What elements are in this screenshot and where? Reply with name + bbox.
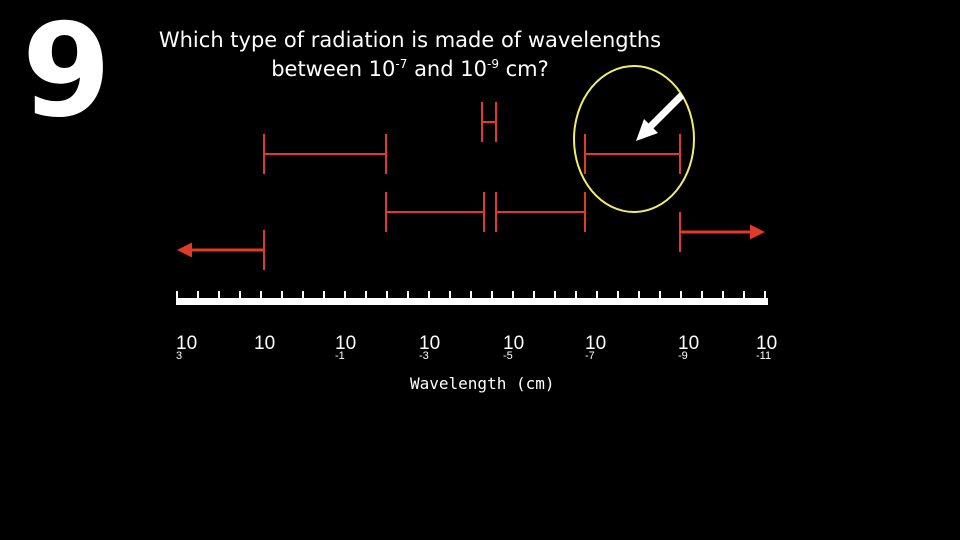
question-line-1: Which type of radiation is made of wavel… xyxy=(158,28,662,52)
question-prefix: between 10 xyxy=(271,57,396,81)
wavelength-axis xyxy=(176,291,768,305)
tick-label-exponent: -9 xyxy=(678,350,688,362)
tick-label-base: 10 xyxy=(176,333,198,354)
highlight-circle xyxy=(573,65,695,213)
range-bar-2 xyxy=(385,192,485,232)
tick-label-base: 10 xyxy=(503,333,525,354)
tick-label-exponent: -5 xyxy=(503,350,513,362)
tick-label-base: 10 xyxy=(756,333,778,354)
tick-label-exponent: -11 xyxy=(756,350,772,362)
question-suffix: cm? xyxy=(498,57,549,81)
question-exponent-1: -7 xyxy=(395,57,408,71)
range-bar-5 xyxy=(584,134,681,174)
tick-label-exponent: -7 xyxy=(585,350,595,362)
range-bar-left-open xyxy=(177,230,265,270)
question-exponent-2: -9 xyxy=(486,57,499,71)
tick-label-base: 10 xyxy=(678,333,700,354)
slide-number: 9 xyxy=(22,0,112,146)
question-mid: and 10 xyxy=(407,57,487,81)
question-text: Which type of radiation is made of wavel… xyxy=(150,26,670,84)
range-bar-4 xyxy=(495,192,586,232)
tick-label-exponent: -1 xyxy=(335,350,345,362)
tick-label-base: 10 xyxy=(254,333,276,354)
axis-label: Wavelength (cm) xyxy=(410,374,555,393)
tick-label-base: 10 xyxy=(419,333,441,354)
tick-label-base: 10 xyxy=(335,333,357,354)
range-bar-3 xyxy=(481,102,497,142)
pointer-arrow-icon xyxy=(636,92,685,141)
range-bar-right-open xyxy=(679,212,765,252)
tick-label-exponent: -3 xyxy=(419,350,429,362)
tick-label-base: 10 xyxy=(585,333,607,354)
range-bar-1 xyxy=(263,134,387,174)
tick-label-exponent: 3 xyxy=(176,350,183,362)
